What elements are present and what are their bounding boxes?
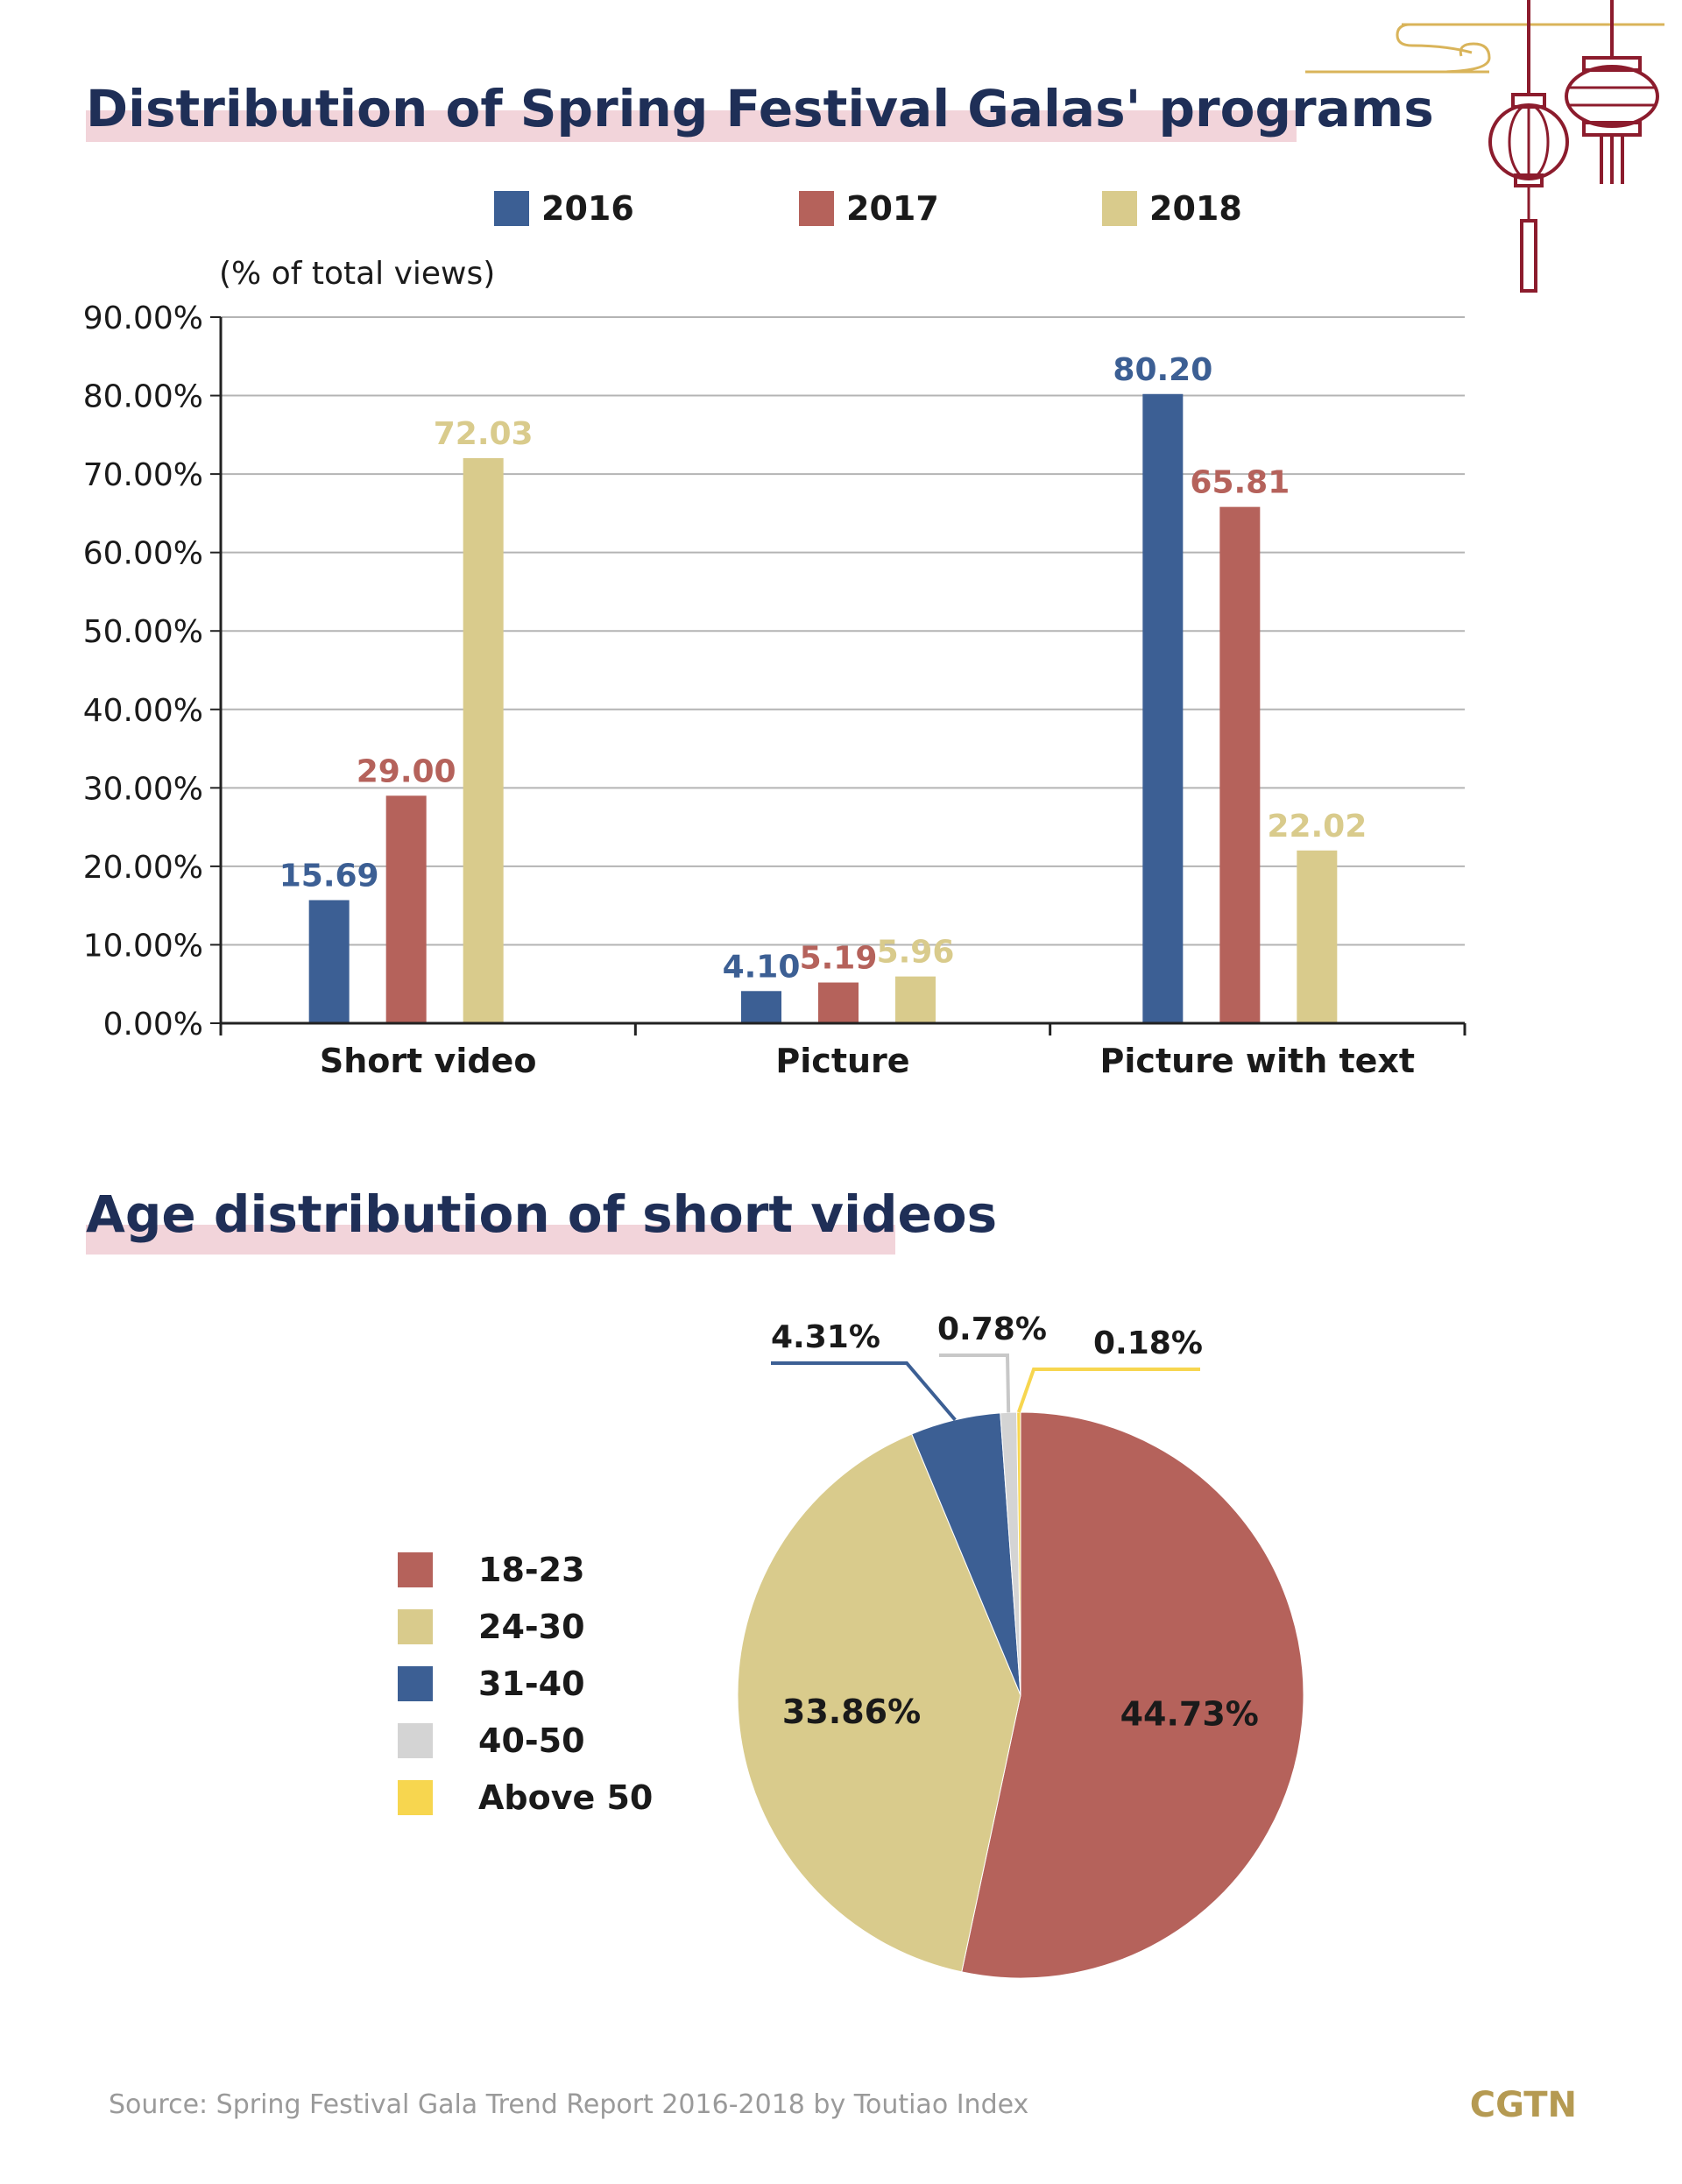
bar-y-axis: 0.00% 10.00% 20.00% 30.00% 40.00% 50.00% 60.00… xyxy=(83,300,223,1043)
pie-legend-swatch xyxy=(398,1609,433,1644)
bar-2016-picture xyxy=(741,991,781,1023)
pie-callout-line xyxy=(939,1354,1011,1413)
pie-legend-swatch xyxy=(398,1723,433,1758)
x-category-label: Picture with text xyxy=(1100,1042,1416,1080)
y-tick-label: 0.00% xyxy=(103,1007,203,1043)
bar-2017-picture xyxy=(818,982,859,1023)
bar-value-label: 15.69 xyxy=(279,858,379,894)
bar-series: 15.69 29.00 72.03 4.10 5.19 5.96 80.20 65.81 22.… xyxy=(279,352,1367,1024)
y-tick-label: 40.00% xyxy=(83,693,203,729)
pie-labels: 44.73% 33.86% 4.31% 0.78% 0.18% xyxy=(771,1311,1259,1733)
pie-legend: 18-23 24-30 31-40 40-50 Above 50 xyxy=(398,1551,653,1817)
x-category-label: Picture xyxy=(775,1042,909,1080)
bar-x-axis: Short video Picture Picture with text xyxy=(219,1021,1466,1080)
pie-value-label: 44.73% xyxy=(1120,1694,1259,1733)
legend-label-2016: 2016 xyxy=(541,189,634,228)
pie-callout-line xyxy=(771,1361,957,1422)
pie-legend-swatch xyxy=(398,1552,433,1587)
legend-swatch-2016 xyxy=(494,191,529,226)
x-category-label: Short video xyxy=(320,1042,537,1080)
bar-value-label: 5.96 xyxy=(877,935,955,971)
pie-slice-above-50 xyxy=(1016,1411,1021,1696)
bar-value-label: 80.20 xyxy=(1113,352,1212,388)
y-tick-label: 80.00% xyxy=(83,379,203,415)
pie-title-highlight xyxy=(86,1225,895,1255)
legend-label-2017: 2017 xyxy=(846,189,939,228)
bar-2017-short-video xyxy=(385,795,427,1023)
bar-value-label: 29.00 xyxy=(357,753,456,789)
y-tick-label: 30.00% xyxy=(83,771,203,807)
source-note: Source: Spring Festival Gala Trend Repor… xyxy=(109,2089,1028,2120)
bar-value-label: 22.02 xyxy=(1267,809,1367,845)
pie-legend-label: 24-30 xyxy=(478,1608,585,1646)
bar-value-label: 5.19 xyxy=(800,941,878,977)
brand-logo: CGTN xyxy=(1470,2085,1577,2125)
bar-2018-picture xyxy=(895,976,936,1023)
bar-value-label: 72.03 xyxy=(434,416,534,452)
pie-value-label: 33.86% xyxy=(782,1693,921,1731)
legend-label-2018: 2018 xyxy=(1149,189,1242,228)
bar-2018-short-video xyxy=(463,457,504,1023)
y-tick-label: 60.00% xyxy=(83,536,203,572)
lantern-ornament-icon xyxy=(1305,0,1664,293)
pie-legend-label: Above 50 xyxy=(478,1778,653,1817)
y-tick-label: 10.00% xyxy=(83,928,203,964)
bar-title-highlight xyxy=(86,110,1297,142)
pie-value-label: 4.31% xyxy=(771,1319,880,1355)
bar-y-axis-label: (% of total views) xyxy=(219,256,495,292)
y-tick-label: 50.00% xyxy=(83,614,203,650)
y-tick-label: 20.00% xyxy=(83,850,203,886)
bar-legend: 2016 2017 2018 xyxy=(494,189,1242,228)
bar-2017-picture-with-text xyxy=(1219,506,1261,1023)
y-tick-label: 90.00% xyxy=(83,300,203,336)
pie-legend-swatch xyxy=(398,1780,433,1815)
pie-slice-24-30 xyxy=(737,1433,1021,1973)
pie-value-label: 0.78% xyxy=(937,1311,1047,1347)
pie-legend-swatch xyxy=(398,1666,433,1701)
legend-swatch-2018 xyxy=(1102,191,1137,226)
pie-legend-label: 31-40 xyxy=(478,1665,585,1703)
bar-value-label: 65.81 xyxy=(1190,465,1290,501)
pie-slices xyxy=(737,1411,1304,1979)
pie-legend-label: 40-50 xyxy=(478,1721,585,1760)
bar-value-label: 4.10 xyxy=(723,949,801,985)
y-tick-label: 70.00% xyxy=(83,457,203,493)
legend-swatch-2017 xyxy=(799,191,834,226)
pie-legend-label: 18-23 xyxy=(478,1551,585,1589)
bar-chart-title: Distribution of Spring Festival Galas' p… xyxy=(86,79,1434,138)
bar-2016-picture-with-text xyxy=(1142,393,1184,1024)
bar-2016-short-video xyxy=(308,900,350,1023)
bar-2018-picture-with-text xyxy=(1297,850,1338,1023)
pie-value-label: 0.18% xyxy=(1093,1325,1203,1361)
pie-chart-title: Age distribution of short videos xyxy=(86,1184,997,1244)
pie-callout-line xyxy=(1016,1368,1200,1413)
pie-slice-18-23 xyxy=(961,1411,1304,1979)
